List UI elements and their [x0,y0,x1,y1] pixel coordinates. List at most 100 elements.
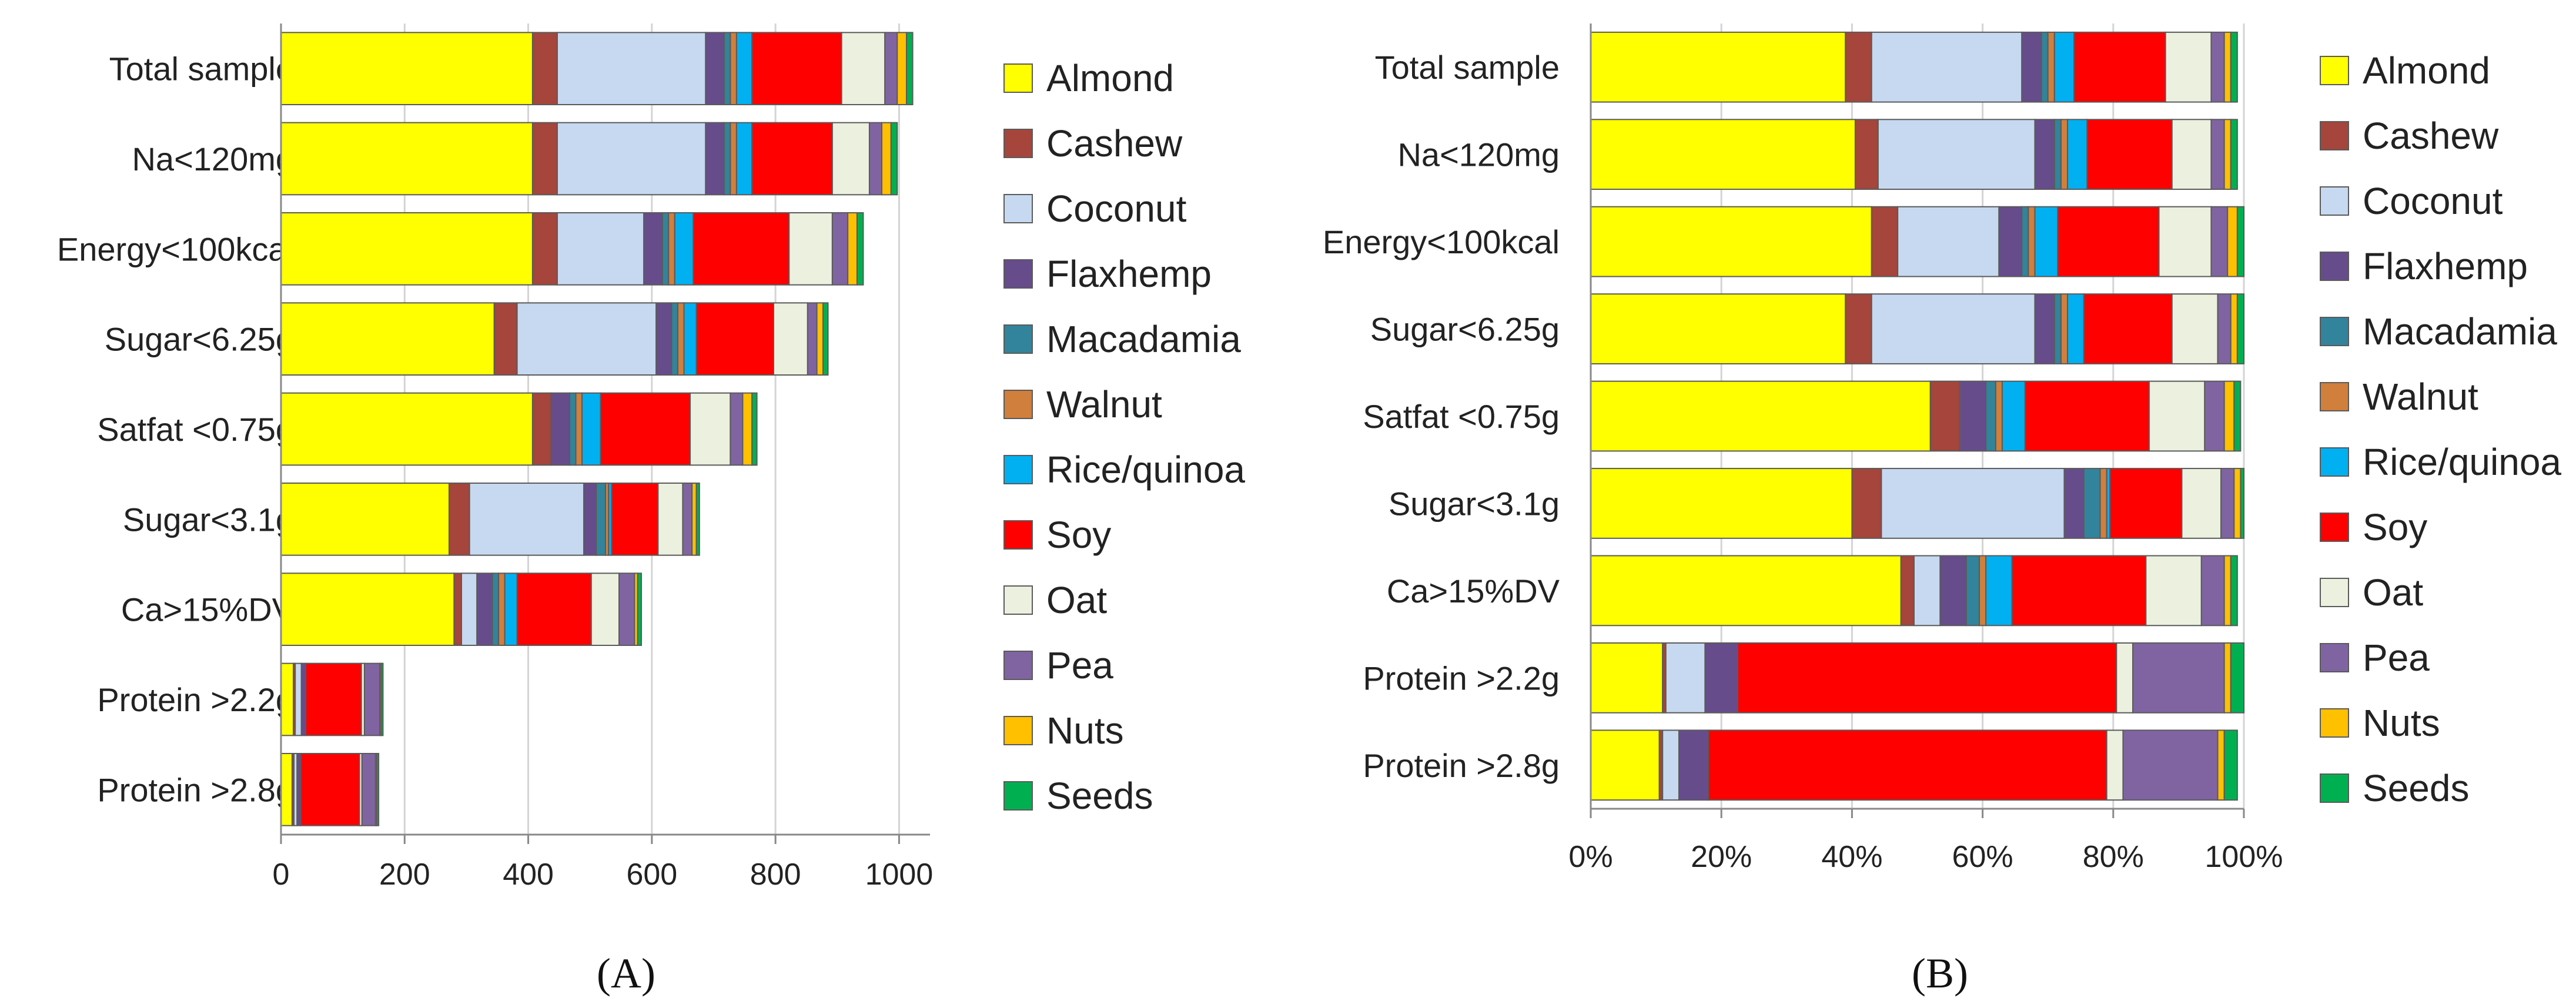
legend-label-oat: Oat [2363,571,2423,614]
bar-energy-100kcal-nuts [2227,206,2238,277]
chart-panel-a: 0 200 400 600 800 1000 Total sample Na<120mg Ene… [57,24,1245,997]
bar-total-sample-walnut [2047,31,2055,103]
bar-ca-15-dv-cashew [1900,555,1915,627]
bar-total-sample-seeds [2230,31,2238,103]
bar-energy-100kcal-seeds [856,212,864,286]
bar-total-sample-flaxhemp [2021,31,2042,103]
legend-label-nuts: Nuts [1046,709,1124,752]
category-label-total-sample: Total sample [109,51,294,88]
bar-na-120mg-oat [831,122,870,196]
legend-swatch-oat [1003,585,1033,615]
bar-satfat-0-75g-macadamia [569,392,577,466]
bar-protein-2-8g-soy [1707,729,2107,801]
bar-protein-2-8g-flaxhemp [1678,729,1709,801]
category-label-total-sample: Total sample [1375,49,1560,86]
x-tick-label: 20% [1691,840,1752,874]
bar-ca-15-dv-walnut [1979,555,1987,627]
bar-total-sample-cashew [1845,31,1872,103]
bar-total-sample-nuts [2223,31,2232,103]
bar-energy-100kcal-oat [788,212,833,286]
bar-total-sample-almond [280,32,533,105]
bar-sugar-3-1g-seeds [2240,468,2245,539]
bar-ca-15-dv-macadamia [491,572,500,646]
legend-label-pea: Pea [2363,637,2430,679]
bar-na-120mg-pea [2210,119,2225,190]
category-label-ca-15-dv: Ca>15%DV [121,591,295,628]
chart-panel-b: 0% 20% 40% 60% 80% 100% Total sample Na<120mg En… [1323,24,2561,997]
bar-ca-15-dv-rice-quinoa [504,572,518,646]
bar-ca-15-dv-almond [1590,555,1902,627]
bar-na-120mg-seeds [2230,119,2238,190]
bar-protein-2-2g-almond [1590,642,1664,714]
bar-sugar-3-1g-cashew [448,483,470,556]
bar-sugar-3-1g-almond [1590,468,1853,539]
bar-energy-100kcal-coconut [1897,206,2000,277]
category-label-sugar-6-25g: Sugar<6.25g [1370,311,1560,348]
bar-satfat-0-75g-nuts [742,392,753,466]
bar-na-120mg-rice-quinoa [2067,119,2088,190]
bar-sugar-3-1g-coconut [1881,468,2065,539]
legend-swatch-cashew [1003,129,1033,158]
category-label-na-120mg: Na<120mg [132,140,294,178]
x-tick-label: 200 [379,858,430,892]
legend-label-walnut: Walnut [1046,383,1162,426]
bar-sugar-6-25g-pea [2217,293,2232,364]
bar-protein-2-2g-seeds [2230,642,2245,714]
x-tick-label: 100% [2205,840,2283,874]
bar-energy-100kcal-rice-quinoa [2034,206,2059,277]
legend-label-soy: Soy [2363,506,2427,548]
x-tick-label: 1000 [865,858,934,892]
category-label-protein-2-2g: Protein >2.2g [97,681,294,718]
legend-swatch-walnut [1003,390,1033,419]
bar-ca-15-dv-rice-quinoa [1985,555,2013,627]
panel-label: (B) [1912,950,1968,997]
bar-sugar-3-1g-walnut [2099,468,2107,539]
legend-swatch-rice-quinoa [2320,447,2349,477]
category-label-satfat-0-75g: Satfat <0.75g [97,411,294,448]
bar-sugar-3-1g-coconut [469,483,585,556]
legend-swatch-soy [2320,513,2349,542]
bar-satfat-0-75g-seeds [751,392,758,466]
category-label-sugar-3-1g: Sugar<3.1g [1389,485,1560,522]
category-label-sugar-6-25g: Sugar<6.25g [105,321,294,358]
bar-na-120mg-flaxhemp [705,122,725,196]
bar-protein-2-2g-oat [2116,642,2134,714]
bar-energy-100kcal-walnut [2028,206,2036,277]
bar-sugar-6-25g-cashew [493,302,518,376]
bar-satfat-0-75g-cashew [1929,380,1961,452]
bar-sugar-6-25g-coconut [516,302,657,376]
bar-sugar-3-1g-macadamia [2083,468,2101,539]
bar-sugar-6-25g-oat [2171,293,2219,364]
legend-swatch-coconut [2320,186,2349,216]
legend-label-macadamia: Macadamia [1046,318,1241,360]
bar-satfat-0-75g-soy [2024,380,2150,452]
bar-na-120mg-macadamia [2053,119,2062,190]
legend-swatch-rice-quinoa [1003,455,1033,484]
legend-swatch-soy [1003,520,1033,550]
legend-label-cashew: Cashew [2363,115,2499,157]
bar-ca-15-dv-seeds [637,572,642,646]
bar-satfat-0-75g-almond [1590,380,1931,452]
bar-satfat-0-75g-soy [600,392,691,466]
bar-ca-15-dv-macadamia [1965,555,1980,627]
bar-ca-15-dv-oat [2145,555,2202,627]
bar-satfat-0-75g-pea [730,392,744,466]
bar-na-120mg-almond [1590,119,1856,190]
bar-satfat-0-75g-flaxhemp [550,392,571,466]
bar-total-sample-flaxhemp [705,32,725,105]
legend-swatch-pea [2320,643,2349,672]
x-tick-label: 40% [1821,840,1882,874]
bar-protein-2-2g-seeds [380,662,384,736]
bar-sugar-6-25g-macadamia [2053,293,2062,364]
bar-energy-100kcal-cashew [531,212,558,286]
legend-label-rice-quinoa: Rice/quinoa [2363,441,2561,483]
bar-energy-100kcal-flaxhemp [1998,206,2023,277]
bar-sugar-6-25g-flaxhemp [655,302,673,376]
bar-sugar-6-25g-nuts [816,302,824,376]
bar-sugar-3-1g-cashew [1851,468,1882,539]
x-tick-label: 60% [1952,840,2013,874]
bar-sugar-3-1g-oat [657,483,684,556]
bar-na-120mg-coconut [1877,119,2036,190]
bar-total-sample-cashew [531,32,558,105]
